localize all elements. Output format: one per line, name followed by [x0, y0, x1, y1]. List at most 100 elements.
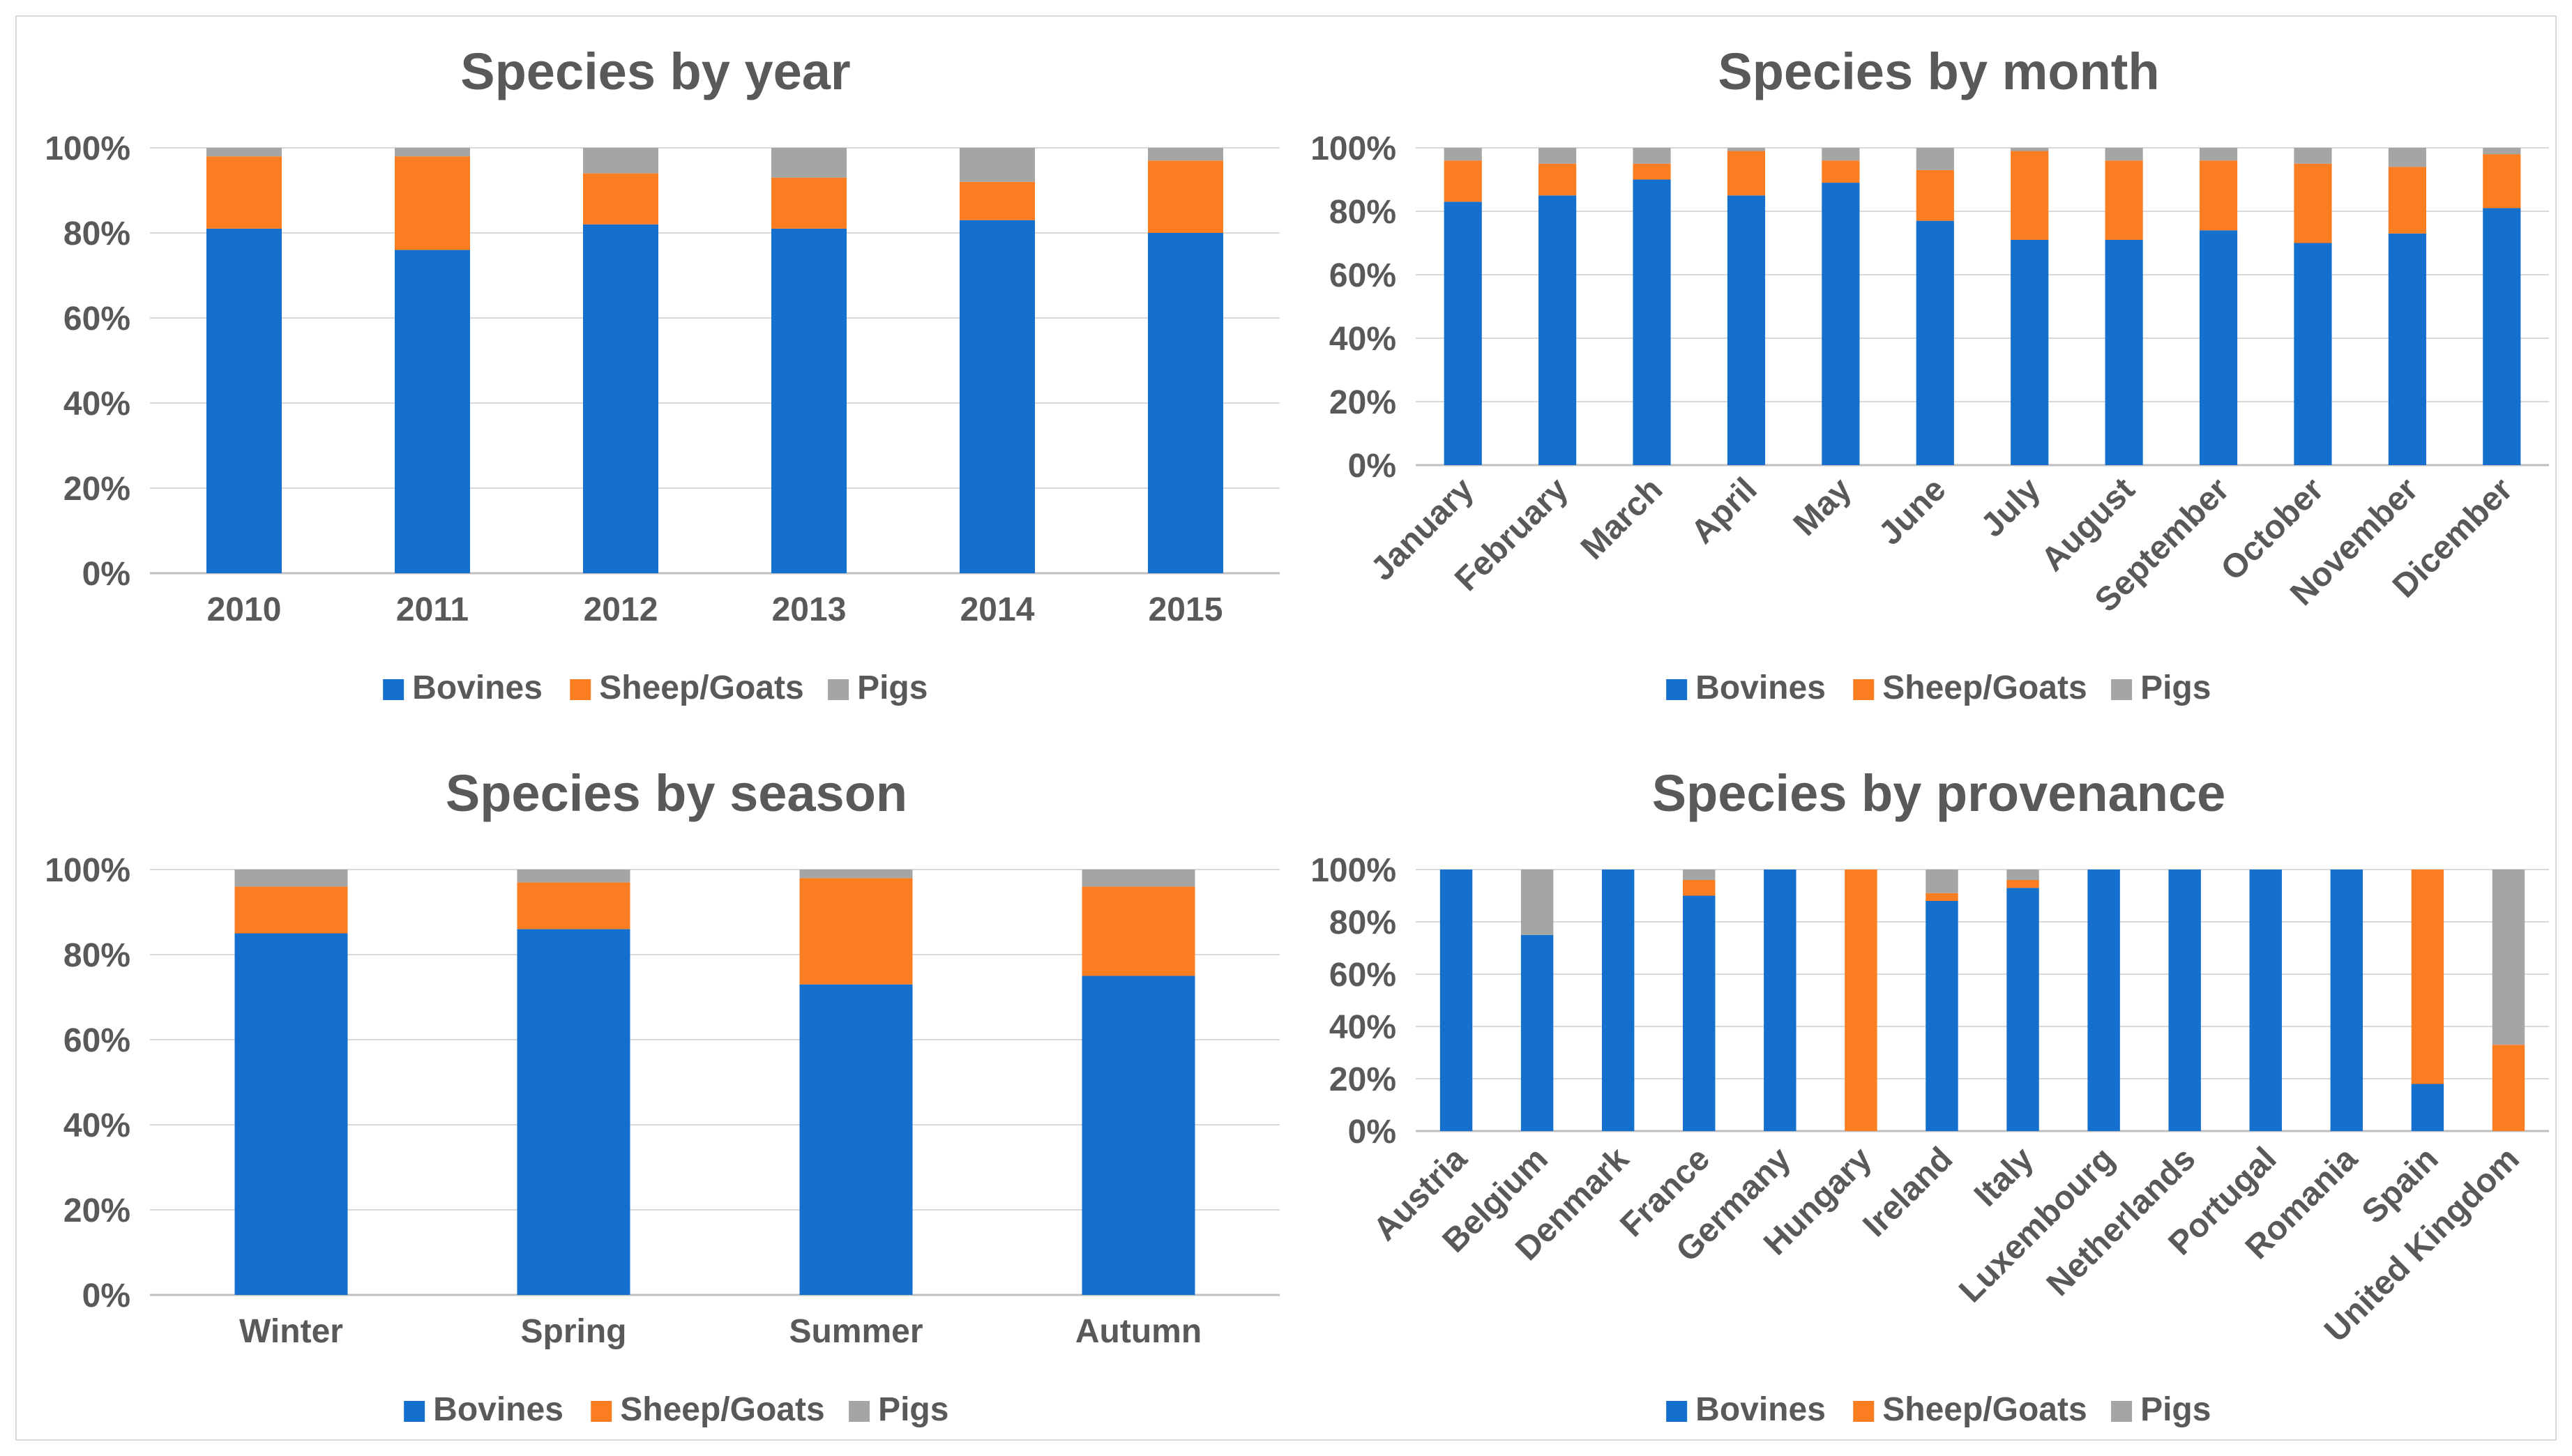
legend-label-pigs: Pigs: [857, 669, 928, 706]
x-tick-label: Ireland: [1856, 1140, 1960, 1244]
y-tick-label: 100%: [45, 852, 130, 889]
bar-bovines-luxembourg: [2087, 870, 2120, 1131]
bar-bovines-france: [1683, 895, 1716, 1131]
legend-label-bovines: Bovines: [1695, 1391, 1826, 1428]
chart-species-by-season: Species by season 0% 20% 40% 60% 80% 100% Winte…: [45, 764, 1280, 1428]
bar-pigs-november: [2388, 148, 2426, 167]
legend-swatch-pigs: [849, 1401, 870, 1422]
y-tick-label: 100%: [1310, 130, 1396, 167]
bar-pigs-october: [2294, 148, 2332, 164]
bar-pigs-belgium: [1520, 870, 1554, 935]
y-tick-label: 80%: [1329, 904, 1396, 941]
bar-bovines-denmark: [1601, 870, 1635, 1131]
bar-sheep-goats-august: [2105, 160, 2143, 240]
bar-bovines-dicember: [2483, 208, 2521, 465]
bar-bovines-2010: [206, 228, 282, 573]
legend-swatch-bovines: [1666, 1401, 1688, 1422]
legend-label-pigs: Pigs: [2140, 669, 2211, 706]
bar-sheep-goats-dicember: [2483, 154, 2521, 208]
bar-bovines-2013: [771, 228, 847, 573]
bar-bovines-2014: [960, 220, 1035, 573]
legend: Bovines Sheep/Goats Pigs: [383, 669, 928, 706]
chart-species-by-year: Species by year 0% 20% 40% 60% 80% 100% 2010 201…: [45, 43, 1280, 706]
bar-bovines-belgium: [1520, 934, 1554, 1131]
legend-swatch-pigs: [2111, 1401, 2133, 1422]
y-tick-label: 80%: [63, 215, 130, 252]
bar-pigs-spring: [517, 870, 630, 883]
y-tick-label: 80%: [1329, 194, 1396, 231]
bar-sheep-goats-italy: [2006, 880, 2039, 888]
bar-pigs-2014: [960, 148, 1035, 182]
bar-sheep-goats-may: [1822, 160, 1860, 183]
bar-sheep-goats-hungary: [1845, 870, 1877, 1131]
y-tick-label: 60%: [1329, 957, 1396, 994]
bar-sheep-goats-ireland: [1926, 893, 1958, 901]
y-tick-label: 100%: [1310, 852, 1396, 889]
legend-swatch-sheep-goats: [591, 1401, 612, 1422]
bar-bovines-summer: [799, 984, 913, 1295]
legend-swatch-bovines: [1666, 679, 1688, 700]
bar-pigs-2015: [1148, 148, 1223, 161]
chart-species-by-month: Species by month0%20%40%60%80%100%Januar…: [1310, 43, 2549, 706]
legend-label-sheep-goats: Sheep/Goats: [1882, 1391, 2087, 1428]
bar-sheep-goats-january: [1444, 160, 1482, 202]
bar-sheep-goats-spring: [517, 882, 630, 930]
bar-sheep-goats-2014: [960, 181, 1035, 220]
legend-swatch-sheep-goats: [570, 679, 591, 700]
bar-bovines-germany: [1764, 870, 1796, 1131]
bar-sheep-goats-february: [1538, 163, 1577, 196]
legend: Bovines Sheep/Goats Pigs: [404, 1391, 948, 1428]
y-tick-label: 20%: [63, 471, 130, 508]
chart-title: Species by season: [446, 764, 907, 822]
bar-bovines-2011: [395, 250, 470, 573]
bar-pigs-united-kingdom: [2492, 870, 2525, 1045]
bar-pigs-march: [1633, 148, 1671, 164]
bar-bovines-spring: [517, 929, 630, 1295]
legend-label-pigs: Pigs: [878, 1391, 948, 1428]
x-tick-label: 2014: [960, 591, 1035, 628]
legend: Bovines Sheep/Goats Pigs: [1666, 1391, 2211, 1428]
x-tick-label: 2011: [396, 591, 469, 628]
legend-label-bovines: Bovines: [1695, 669, 1826, 706]
x-tick-label: Spring: [521, 1313, 627, 1350]
x-tick-label: 2015: [1149, 591, 1223, 628]
legend-swatch-sheep-goats: [1853, 1401, 1875, 1422]
legend-label-sheep-goats: Sheep/Goats: [1882, 669, 2087, 706]
legend: Bovines Sheep/Goats Pigs: [1666, 669, 2211, 706]
bar-pigs-winter: [234, 870, 348, 887]
x-tick-label: 2010: [207, 591, 282, 628]
bar-bovines-july: [2011, 239, 2049, 465]
bar-pigs-2012: [583, 148, 658, 174]
bar-sheep-goats-summer: [799, 878, 913, 985]
y-tick-label: 100%: [45, 130, 130, 167]
legend-swatch-pigs: [2111, 679, 2133, 700]
bar-bovines-italy: [2006, 888, 2039, 1131]
bar-bovines-april: [1727, 195, 1766, 465]
bar-pigs-dicember: [2483, 148, 2521, 155]
x-tick-label: Italy: [1967, 1140, 2041, 1214]
legend-label-pigs: Pigs: [2140, 1391, 2211, 1428]
bar-sheep-goats-2012: [583, 173, 658, 225]
bar-bovines-romania: [2330, 870, 2363, 1131]
x-tick-label: Summer: [789, 1313, 923, 1350]
x-tick-label: March: [1574, 471, 1670, 566]
y-tick-label: 0%: [82, 1277, 130, 1314]
bar-bovines-portugal: [2249, 870, 2282, 1131]
bar-bovines-2015: [1148, 233, 1223, 573]
bar-pigs-2010: [206, 148, 282, 157]
bar-pigs-2011: [395, 148, 470, 157]
bar-pigs-september: [2199, 148, 2238, 161]
bar-bovines-march: [1633, 179, 1671, 465]
bar-pigs-july: [2011, 148, 2049, 151]
bar-pigs-june: [1916, 148, 1954, 170]
bar-bovines-netherlands: [2168, 870, 2201, 1131]
bar-pigs-2013: [771, 148, 847, 178]
x-tick-label: Winter: [239, 1313, 343, 1350]
y-tick-label: 0%: [82, 556, 130, 593]
legend-swatch-pigs: [828, 679, 849, 700]
bar-pigs-january: [1444, 148, 1482, 161]
bar-bovines-january: [1444, 202, 1482, 465]
bar-sheep-goats-winter: [234, 886, 348, 934]
bar-bovines-winter: [234, 933, 348, 1295]
bar-sheep-goats-spain: [2411, 870, 2444, 1084]
